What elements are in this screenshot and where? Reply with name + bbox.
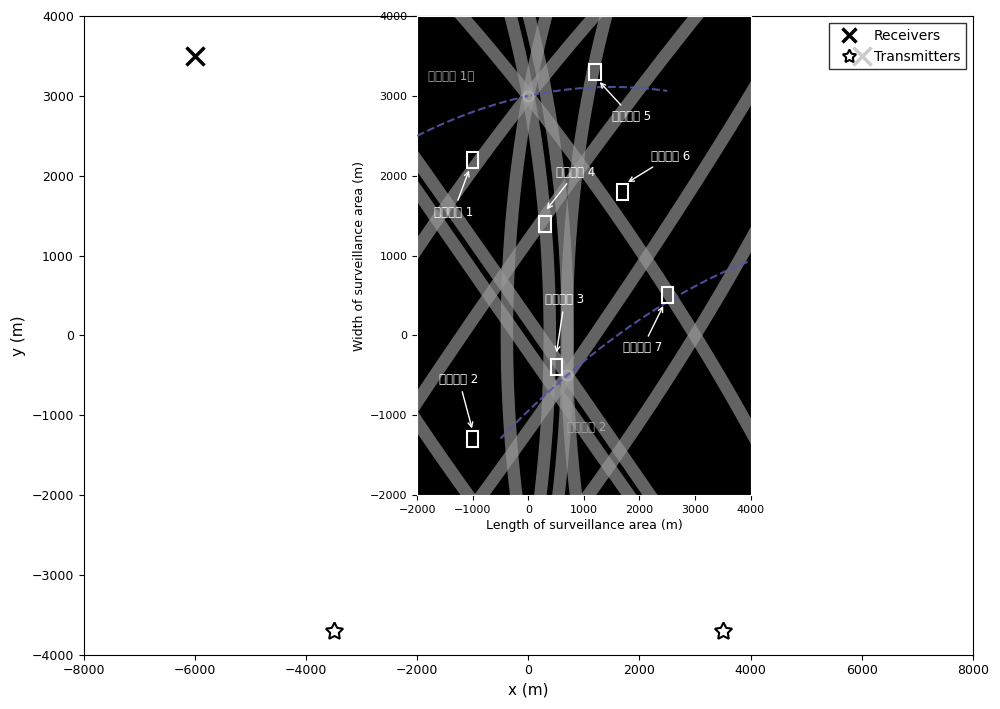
Text: 虚假目标 3: 虚假目标 3 — [545, 294, 584, 351]
Bar — [551, 359, 562, 375]
X-axis label: x (m): x (m) — [508, 683, 549, 698]
Text: 虚假目标 4: 虚假目标 4 — [548, 166, 595, 208]
Text: 虚假目标 5: 虚假目标 5 — [601, 83, 651, 123]
Text: 真实目标 2: 真实目标 2 — [567, 421, 606, 434]
Bar — [617, 184, 628, 200]
Text: 虚假目标 2: 虚假目标 2 — [439, 373, 479, 427]
Bar — [467, 431, 478, 447]
X-axis label: Length of surveillance area (m): Length of surveillance area (m) — [486, 519, 682, 532]
Text: 虚假目标 7: 虚假目标 7 — [623, 307, 663, 354]
Bar — [539, 216, 551, 232]
Y-axis label: Width of surveillance area (m): Width of surveillance area (m) — [353, 160, 366, 350]
Text: 虚假目标 1: 虚假目标 1 — [434, 172, 473, 218]
Y-axis label: y (m): y (m) — [11, 315, 26, 356]
Text: 真实目标 1～: 真实目标 1～ — [428, 70, 475, 83]
Bar — [467, 152, 478, 168]
Legend: Receivers, Transmitters: Receivers, Transmitters — [829, 23, 966, 69]
Text: 虚假目标 6: 虚假目标 6 — [629, 150, 690, 182]
Bar — [662, 287, 673, 303]
Bar — [589, 64, 601, 80]
